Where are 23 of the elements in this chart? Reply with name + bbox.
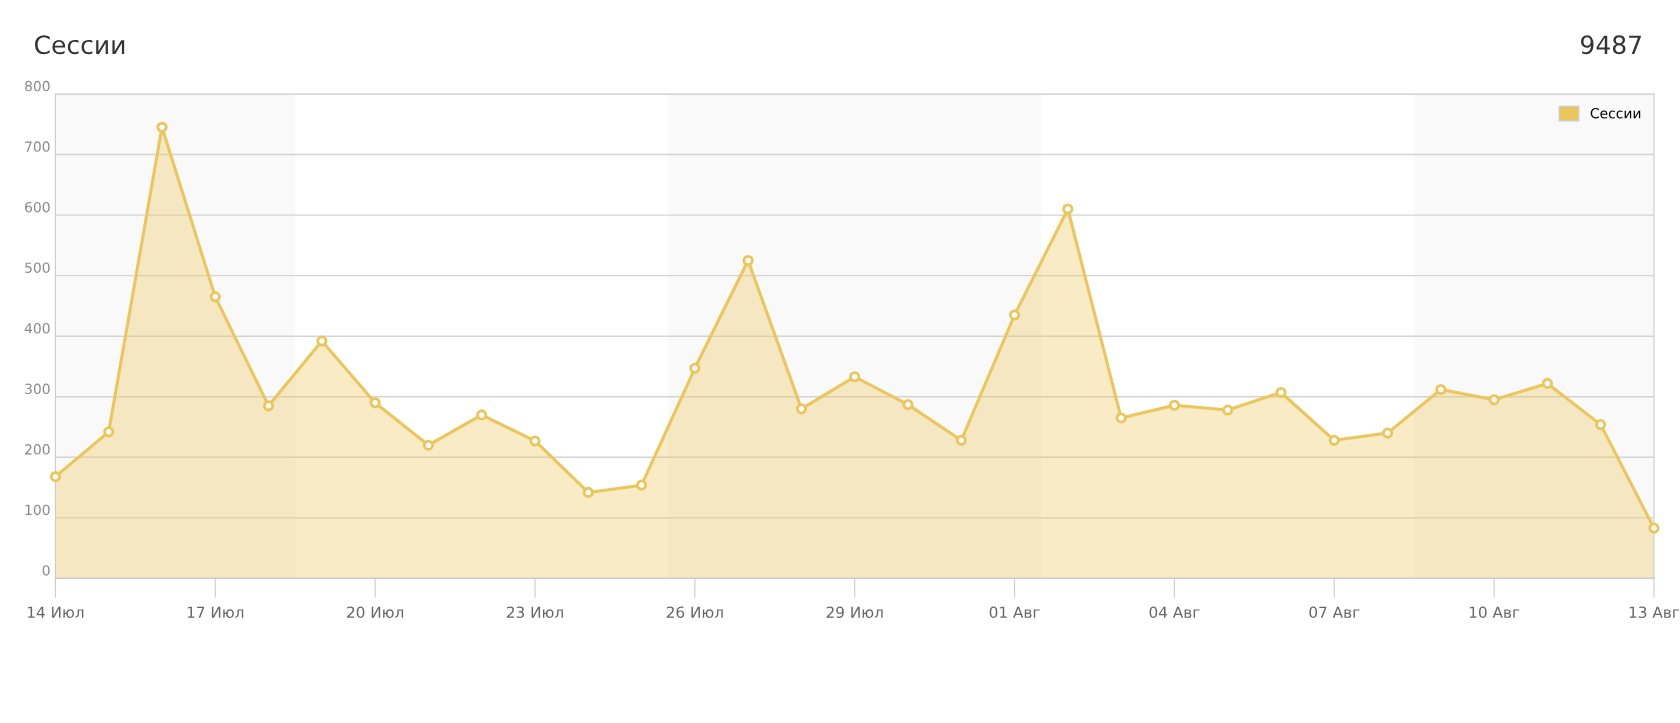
x-tick-label: 14 Июл bbox=[27, 606, 84, 618]
x-tick-label: 29 Июл bbox=[826, 606, 883, 618]
y-tick-label: 300 bbox=[25, 383, 50, 395]
x-tick-label: 01 Авг bbox=[989, 606, 1040, 618]
legend-label: Сессии bbox=[1590, 107, 1641, 119]
chart-title: Сессии bbox=[35, 35, 125, 55]
y-tick-label: 700 bbox=[25, 141, 50, 152]
text: 9487 bbox=[1580, 35, 1641, 55]
y-tick-label: 100 bbox=[25, 504, 50, 516]
y-tick-label: 500 bbox=[25, 262, 50, 273]
x-tick-label: 10 Авг bbox=[1469, 606, 1520, 618]
y-tick-label: 800 bbox=[25, 80, 50, 92]
x-tick-label: 04 Авг bbox=[1149, 606, 1200, 618]
y-tick-label: 600 bbox=[25, 201, 50, 213]
y-tick-label: 200 bbox=[25, 444, 50, 455]
x-tick-label: 23 Июл bbox=[506, 606, 563, 618]
x-tick-label: 20 Июл bbox=[347, 606, 404, 618]
x-tick-label: 13 Авг bbox=[1629, 606, 1680, 618]
x-tick-label: 17 Июл bbox=[187, 606, 244, 618]
y-tick-label: 0 bbox=[42, 565, 50, 576]
x-tick-label: 26 Июл bbox=[666, 606, 723, 618]
x-tick-label: 07 Авг bbox=[1309, 606, 1360, 618]
y-tick-label: 400 bbox=[24, 323, 50, 334]
